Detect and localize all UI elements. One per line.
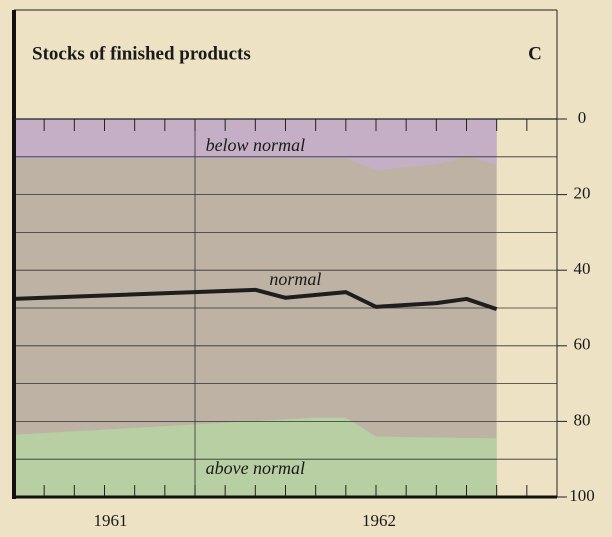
x-tick-label: 1961 <box>94 511 128 530</box>
y-tick-label: 20 <box>574 184 591 203</box>
above-normal-region <box>14 417 497 497</box>
y-tick-label: 40 <box>574 259 591 278</box>
normal-line <box>13 287 498 312</box>
above-normal-label: above normal <box>206 458 305 478</box>
y-tick-label: 0 <box>578 108 587 127</box>
series-label: normal <box>269 269 321 289</box>
chart-title: Stocks of finished products <box>32 43 251 64</box>
y-tick-label: 80 <box>574 410 591 429</box>
x-tick-label: 1962 <box>362 511 396 530</box>
corner-label: C <box>528 43 542 64</box>
below-normal-label: below normal <box>206 135 306 155</box>
below-normal-region <box>14 119 497 171</box>
y-tick-label: 100 <box>569 486 595 505</box>
y-tick-label: 60 <box>574 335 591 354</box>
